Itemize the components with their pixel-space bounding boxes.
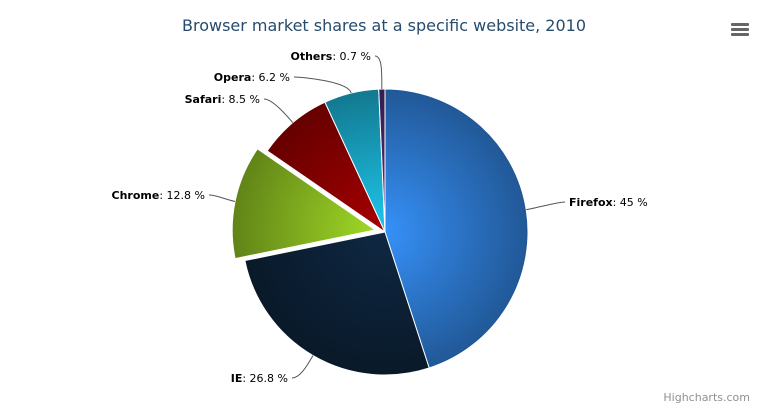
connector-ie <box>291 355 314 379</box>
connector-chrome <box>208 194 236 202</box>
data-label-ie: IE: 26.8 % <box>231 372 288 385</box>
credits-link[interactable]: Highcharts.com <box>663 391 750 404</box>
pie-slice-others[interactable] <box>378 88 386 233</box>
connector-opera <box>293 76 352 94</box>
pie-slice-firefox[interactable] <box>384 88 529 369</box>
data-label-opera: Opera: 6.2 % <box>214 71 290 84</box>
connector-others <box>374 55 383 90</box>
data-label-others: Others: 0.7 % <box>290 50 371 63</box>
chart-title: Browser market shares at a specific webs… <box>182 16 586 35</box>
data-label-chrome: Chrome: 12.8 % <box>112 189 205 202</box>
hamburger-menu-icon[interactable] <box>731 23 749 39</box>
data-label-firefox: Firefox: 45 % <box>569 196 648 209</box>
connector-firefox <box>526 201 566 211</box>
connector-safari <box>263 98 294 124</box>
pie-slice-ie[interactable] <box>244 231 430 376</box>
data-label-safari: Safari: 8.5 % <box>185 93 260 106</box>
